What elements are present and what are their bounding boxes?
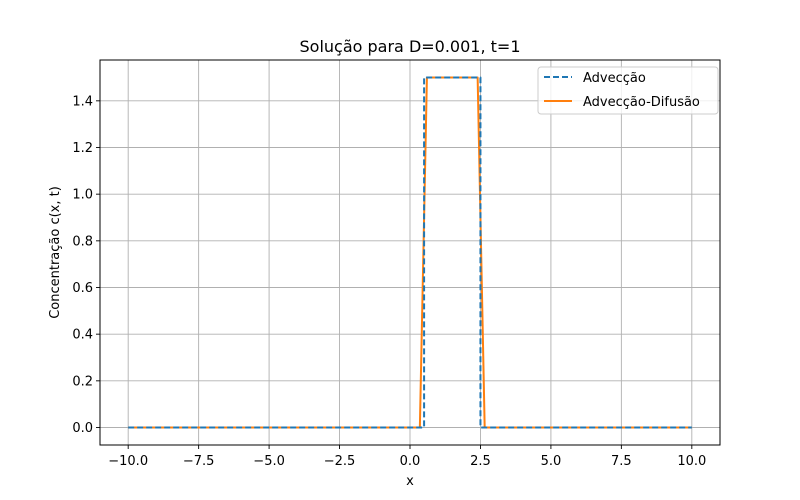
y-tick-label: 1.2	[72, 141, 93, 156]
x-tick-label: −2.5	[324, 454, 356, 469]
x-tick-label: 7.5	[611, 454, 632, 469]
x-tick-label: −7.5	[183, 454, 215, 469]
x-tick-label: 2.5	[470, 454, 491, 469]
y-tick-label: 0.2	[72, 374, 93, 389]
y-tick-label: 0.0	[72, 421, 93, 436]
legend-box	[537, 66, 719, 115]
x-tick-label: 5.0	[541, 454, 562, 469]
x-tick-label: −5.0	[253, 454, 285, 469]
x-axis-label: x	[406, 474, 414, 489]
y-axis-label: Concentração c(x, t)	[48, 186, 63, 319]
x-tick-label: −10.0	[108, 454, 148, 469]
x-tick-label: 10.0	[677, 454, 706, 469]
series-layer	[128, 76, 692, 429]
chart-title: Solução para D=0.001, t=1	[300, 37, 521, 56]
x-tick-label: 0.0	[400, 454, 421, 469]
legend-label-adveccao: Advecção	[583, 71, 646, 86]
y-axis: 0.0 0.2 0.4 0.6 0.8 1.0 1.2 1.4	[72, 94, 100, 436]
x-axis: −10.0 −7.5 −5.0 −2.5 0.0 2.5 5.0 7.5 10.0	[108, 445, 706, 469]
y-tick-label: 0.6	[72, 281, 93, 296]
y-tick-label: 1.4	[72, 94, 93, 109]
legend: Advecção Advecção-Difusão	[537, 66, 719, 115]
y-tick-label: 1.0	[72, 188, 93, 203]
legend-label-adveccao-difusao: Advecção-Difusão	[583, 95, 700, 110]
y-tick-label: 0.8	[72, 234, 93, 249]
y-tick-label: 0.4	[72, 328, 93, 343]
series-line-adveccao	[128, 76, 692, 429]
